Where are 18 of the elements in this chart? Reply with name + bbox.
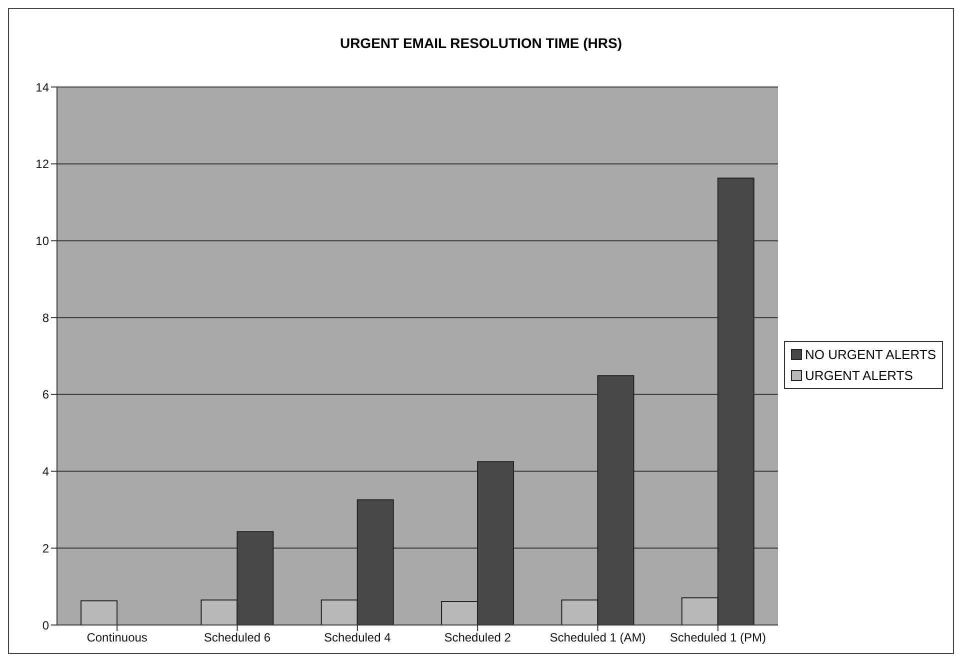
x-tick-label: Scheduled 1 (PM) (670, 630, 766, 645)
y-tick-label: 10 (36, 234, 50, 248)
x-tick-label: Scheduled 4 (324, 630, 392, 645)
y-tick-label: 4 (42, 464, 50, 479)
y-tick-label: 14 (36, 80, 50, 94)
x-tick-label: Scheduled 2 (444, 630, 512, 645)
x-tick-label: Scheduled 1 (AM) (550, 630, 646, 645)
x-tick-label: Continuous (86, 630, 148, 645)
y-tick-label: 6 (42, 388, 50, 402)
chart-title: URGENT EMAIL RESOLUTION TIME (HRS) (338, 34, 624, 53)
bar (80, 600, 118, 625)
y-tick-label: 0 (42, 618, 50, 632)
y-tick-label: 2 (42, 541, 50, 556)
x-tick-label: Scheduled 6 (204, 630, 271, 645)
y-tick-label: 8 (42, 310, 50, 325)
legend-label: NO URGENT ALERTS (805, 346, 936, 364)
legend-label: URGENT ALERTS (805, 367, 913, 385)
y-tick-label: 12 (36, 157, 50, 172)
